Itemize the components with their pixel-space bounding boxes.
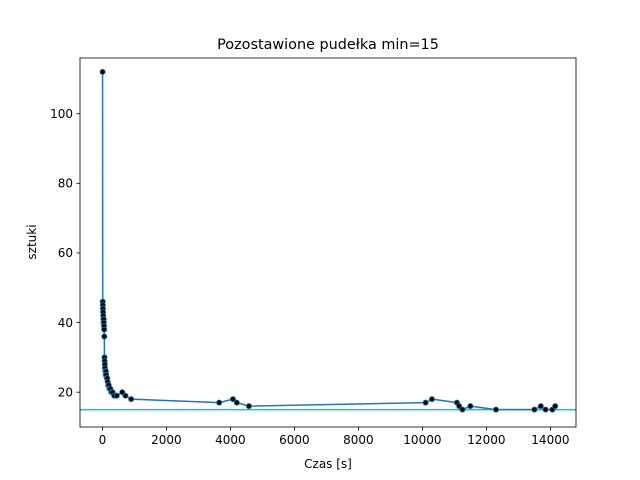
- x-tick-label: 6000: [279, 433, 310, 447]
- data-point: [422, 399, 429, 406]
- data-point: [101, 326, 108, 333]
- data-point: [122, 392, 129, 399]
- data-point: [428, 396, 435, 403]
- data-point: [113, 392, 120, 399]
- data-point: [531, 406, 538, 413]
- y-tick-label: 40: [58, 316, 73, 330]
- x-tick-label: 14000: [531, 433, 569, 447]
- x-tick-label: 4000: [215, 433, 246, 447]
- x-tick-label: 0: [99, 433, 107, 447]
- data-point: [229, 396, 236, 403]
- x-tick-label: 2000: [151, 433, 182, 447]
- x-tick-label: 12000: [467, 433, 505, 447]
- data-point: [467, 403, 474, 410]
- y-tick-label: 100: [50, 107, 73, 121]
- y-tick-label: 80: [58, 177, 73, 191]
- y-tick-label: 20: [58, 385, 73, 399]
- data-point: [128, 396, 135, 403]
- data-point: [542, 406, 549, 413]
- y-axis-label: sztuki: [25, 224, 39, 259]
- data-point: [216, 399, 223, 406]
- x-tick-label: 8000: [343, 433, 374, 447]
- data-point: [245, 403, 252, 410]
- x-axis-label: Czas [s]: [304, 457, 352, 471]
- data-point: [459, 406, 466, 413]
- x-tick-label: 10000: [403, 433, 441, 447]
- data-point: [99, 68, 106, 75]
- data-point: [537, 403, 544, 410]
- axes-layer: 0 2000 4000 6000 8000 10000 12000 14000 20 40 60 80…: [50, 57, 577, 447]
- data-point: [492, 406, 499, 413]
- data-point: [233, 399, 240, 406]
- data-point: [552, 403, 559, 410]
- chart-title: Pozostawione pudełka min=15: [217, 37, 439, 53]
- plot-layer: [80, 68, 576, 413]
- axes-frame: [79, 57, 577, 428]
- data-point: [101, 333, 108, 340]
- y-tick-label: 60: [58, 246, 73, 260]
- plot-area: [80, 68, 576, 413]
